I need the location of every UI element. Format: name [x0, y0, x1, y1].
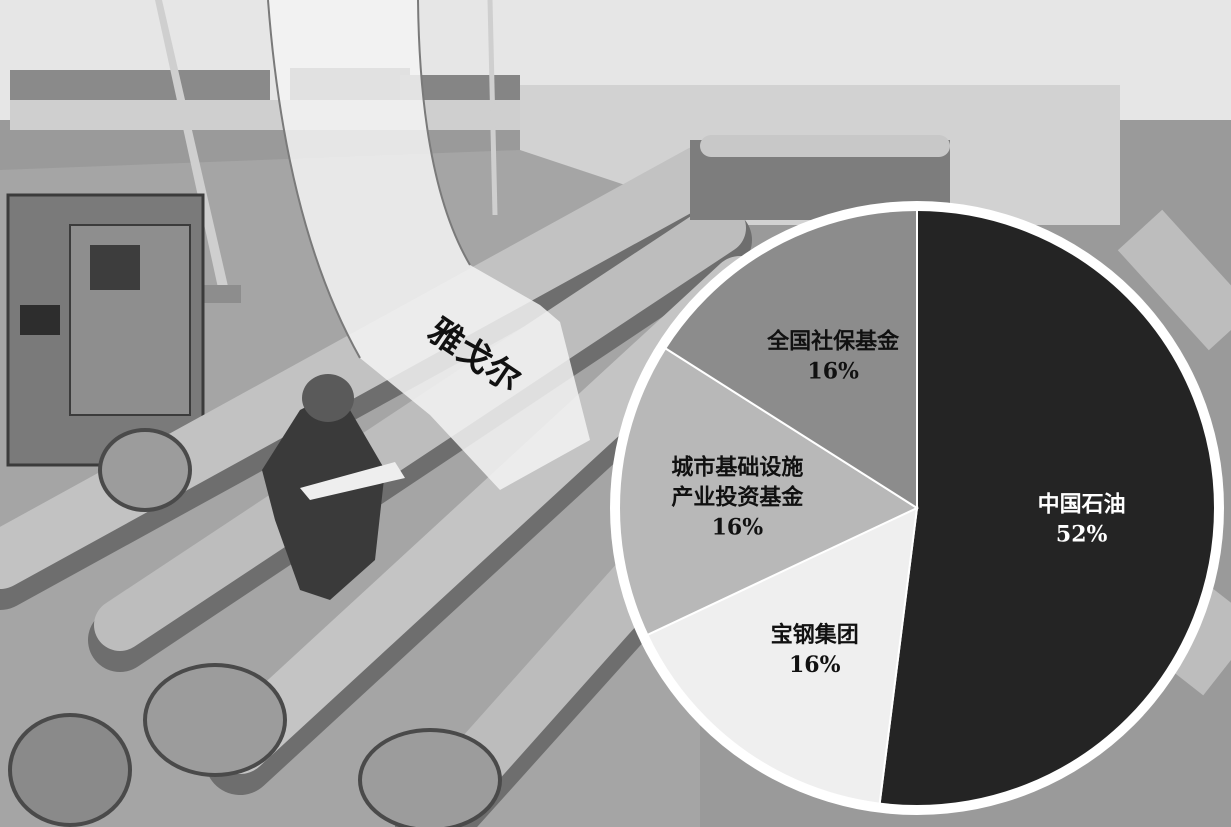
pie-slice-percent: 16%: [807, 359, 859, 385]
photo-cabinet-window: [90, 245, 140, 290]
pie-slice-percent: 16%: [712, 515, 764, 541]
photo-worker-helmet: [302, 374, 354, 422]
pie-slice-percent: 52%: [1056, 521, 1108, 547]
pie-slice-label: 中国石油: [1038, 491, 1126, 517]
photo-distant-buildings: [10, 70, 270, 105]
pie-slice-label: 城市基础设施: [671, 455, 803, 481]
photo-valve-manifold: [700, 135, 950, 157]
photo-pole-base: [203, 285, 241, 303]
photo-pipe-flange: [10, 715, 130, 825]
photo-pipe-flange: [100, 430, 190, 510]
photo-cabinet-sign: [20, 305, 60, 335]
photo-pipe-flange: [360, 730, 500, 827]
photo-low-wall: [10, 100, 520, 130]
pie-slice-percent: 16%: [789, 652, 841, 678]
photo-pipe-flange: [145, 665, 285, 775]
pie-slice-label: 产业投资基金: [671, 485, 804, 511]
pie-slice-label: 宝钢集团: [771, 622, 859, 648]
pie-slice-label: 全国社保基金: [766, 329, 900, 355]
